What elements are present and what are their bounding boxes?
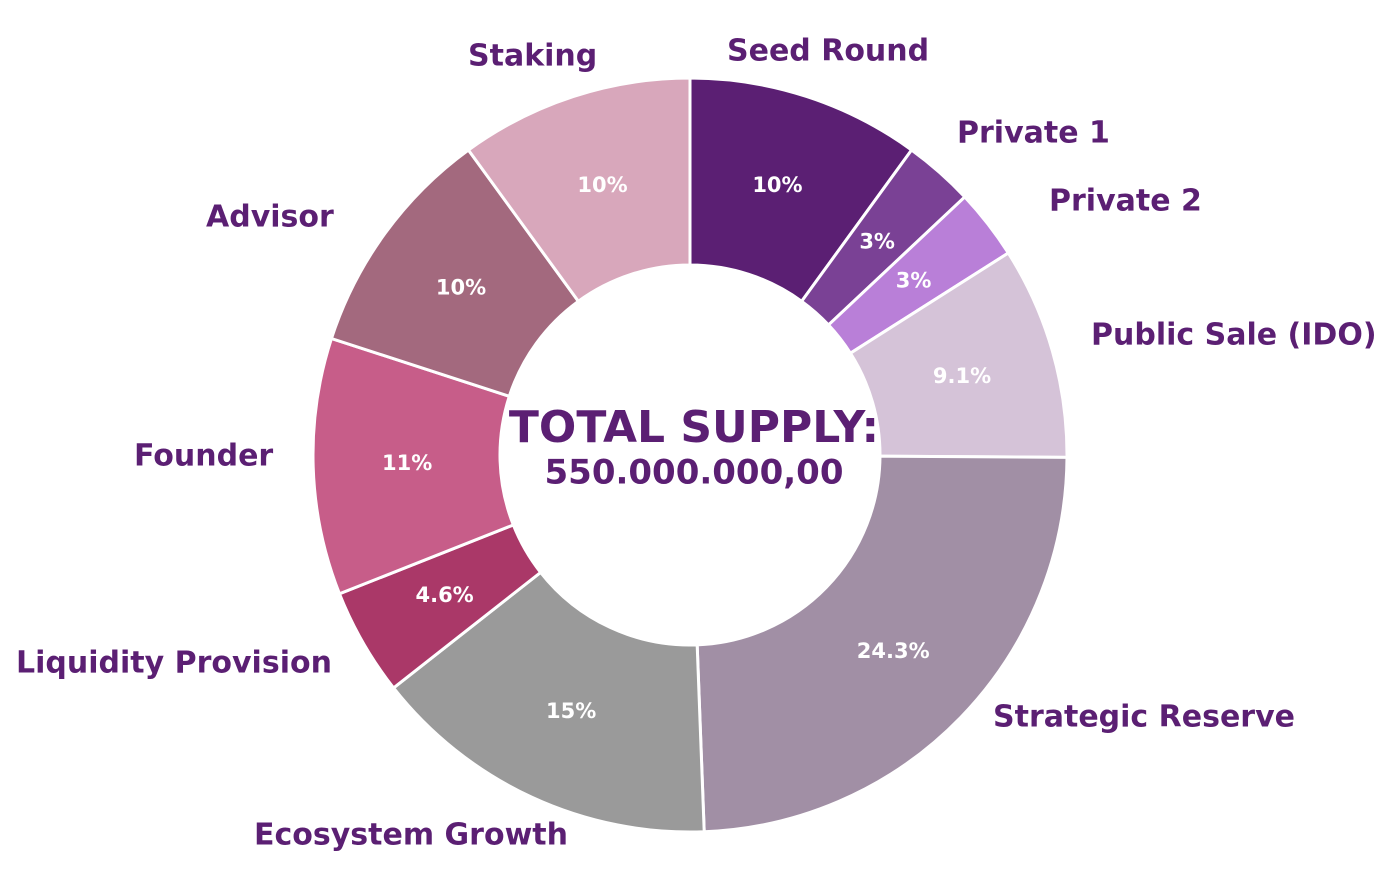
category-label-ecosystem-growth: Ecosystem Growth (254, 818, 568, 853)
percent-label-staking: 10% (577, 173, 627, 197)
percent-label-founder: 11% (382, 451, 432, 475)
slice-ecosystem-growth (391, 570, 706, 834)
center-title: TOTAL SUPPLY: (509, 402, 879, 453)
category-label-liquidity-provision: Liquidity Provision (16, 646, 332, 681)
category-label-founder: Founder (134, 439, 273, 474)
percent-label-strategic-reserve: 24.3% (857, 639, 930, 663)
center-value: 550.000.000,00 (545, 453, 844, 493)
category-label-private-1: Private 1 (957, 116, 1110, 151)
percent-label-private-1: 3% (859, 230, 895, 254)
percent-label-private-2: 3% (896, 269, 932, 293)
category-label-strategic-reserve: Strategic Reserve (993, 700, 1295, 735)
slice-staking (466, 76, 692, 304)
percent-label-liquidity-provision: 4.6% (415, 583, 473, 607)
percent-label-seed-round: 10% (752, 173, 802, 197)
category-label-public-sale-ido: Public Sale (IDO) (1091, 318, 1377, 353)
percent-labels-layer: 10% 3%3% 9.1% 24.3% 15% 4.6% 11% 10% 10% (382, 173, 991, 723)
percent-label-advisor: 10% (436, 276, 486, 300)
category-label-staking: Staking (468, 39, 597, 74)
slices-layer (311, 76, 1069, 834)
category-labels-layer: Seed Round Private 1 Private 2 Public Sale … (16, 34, 1377, 853)
slice-founder (311, 336, 516, 596)
percent-label-public-sale-ido: 9.1% (933, 364, 991, 388)
category-label-advisor: Advisor (206, 200, 334, 235)
category-label-private-2: Private 2 (1049, 184, 1202, 219)
category-label-seed-round: Seed Round (727, 34, 929, 69)
percent-label-ecosystem-growth: 15% (546, 699, 596, 723)
slice-strategic-reserve (695, 454, 1069, 834)
